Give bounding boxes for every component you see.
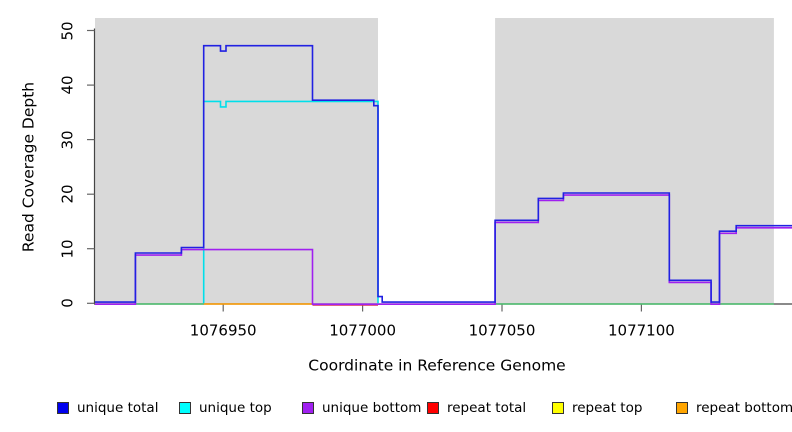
y-tick-label: 0 <box>58 298 77 309</box>
x-tick-label: 1077100 <box>607 321 675 340</box>
y-tick-label: 40 <box>58 75 77 95</box>
y-tick-label: 10 <box>58 239 77 259</box>
x-axis-title: Coordinate in Reference Genome <box>308 356 566 375</box>
legend-swatch-repeat-bottom <box>676 402 688 414</box>
legend-swatch-repeat-top <box>552 402 564 414</box>
legend-swatch-unique-total <box>57 402 69 414</box>
legend-swatch-unique-bottom <box>302 402 314 414</box>
legend-label: repeat top <box>572 400 643 416</box>
x-tick-label: 1076950 <box>189 321 257 340</box>
legend-item-unique-top: unique top <box>179 400 272 416</box>
legend-item-repeat-bottom: repeat bottom <box>676 400 792 416</box>
shaded-region <box>495 18 774 304</box>
legend-item-unique-total: unique total <box>57 400 159 416</box>
legend-label: unique total <box>77 400 159 416</box>
legend-swatch-repeat-total <box>427 402 439 414</box>
series-unique-total-line <box>95 44 792 303</box>
legend-label: unique bottom <box>322 400 422 416</box>
y-axis-title: Read Coverage Depth <box>19 81 38 253</box>
legend-label: repeat total <box>447 400 527 416</box>
legend-item-unique-bottom: unique bottom <box>302 400 422 416</box>
x-tick-label: 1077050 <box>468 321 536 340</box>
legend-swatch-unique-top <box>179 402 191 414</box>
legend-item-repeat-top: repeat top <box>552 400 643 416</box>
y-tick-label: 20 <box>58 184 77 204</box>
y-tick-label: 30 <box>58 130 77 150</box>
x-tick-label: 1077000 <box>329 321 396 340</box>
legend-item-repeat-total: repeat total <box>427 400 527 416</box>
series-unique-top-line <box>202 100 379 304</box>
legend-label: repeat bottom <box>696 400 792 416</box>
legend-label: unique top <box>199 400 272 416</box>
shaded-region <box>95 18 378 304</box>
y-tick-label: 50 <box>58 20 77 41</box>
